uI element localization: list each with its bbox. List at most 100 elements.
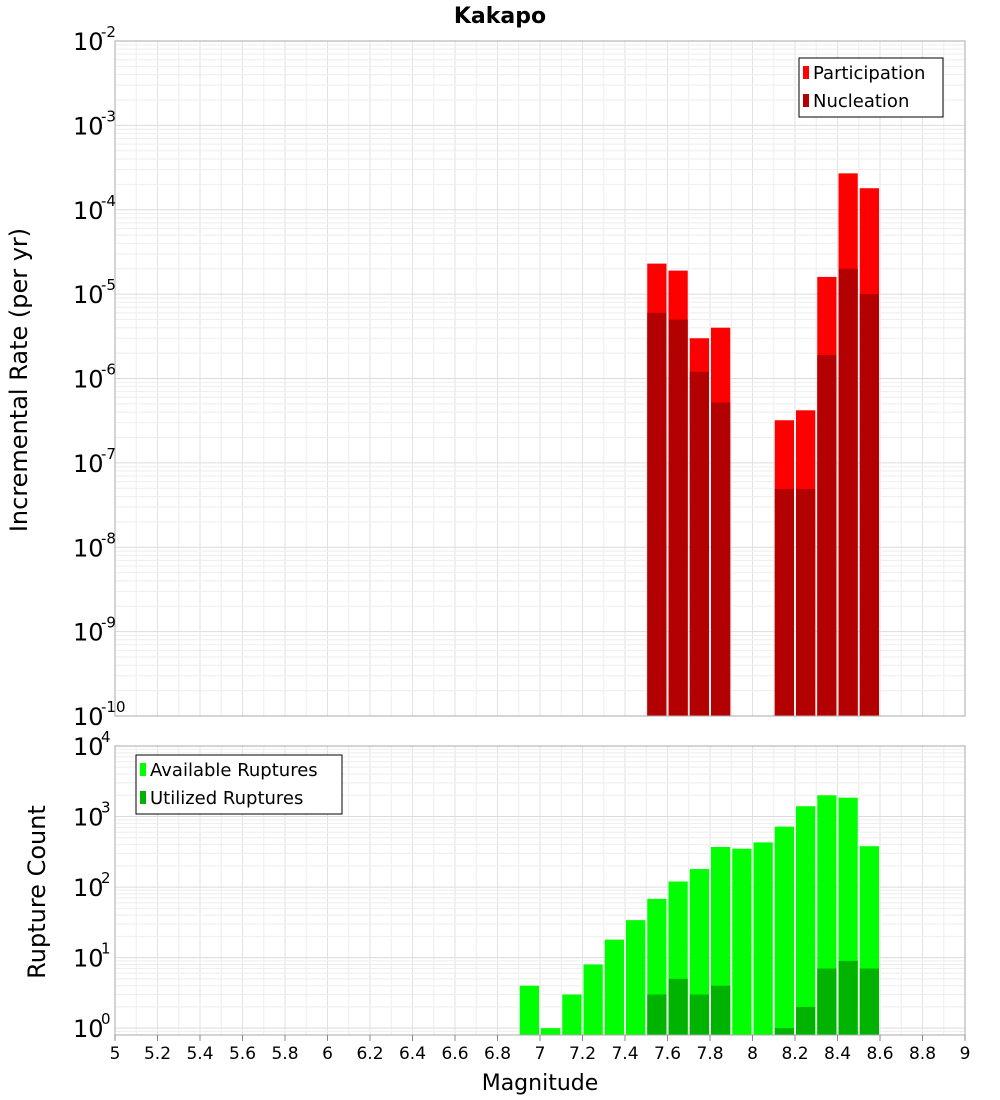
y-tick-label-exponent: 0 — [101, 1010, 111, 1028]
x-tick-label: 6.4 — [399, 1044, 426, 1064]
available-ruptures-bar — [796, 806, 816, 1035]
x-tick-label: 8.8 — [909, 1044, 936, 1064]
x-tick-label: 6.8 — [484, 1044, 511, 1064]
y-tick-label-base: 10 — [73, 366, 104, 394]
top-y-axis-label: Incremental Rate (per yr) — [5, 228, 33, 532]
available-ruptures-bar — [604, 939, 624, 1035]
legend-label-utilized: Utilized Ruptures — [150, 788, 303, 809]
utilized-ruptures-bar — [668, 978, 688, 1035]
legend-label-nucleation: Nucleation — [813, 91, 909, 112]
x-tick-label: 7.2 — [569, 1044, 596, 1064]
y-tick-label-exponent: -8 — [101, 529, 116, 547]
y-tick-label-base: 10 — [73, 534, 104, 562]
nucleation-bar — [668, 319, 688, 716]
available-ruptures-bar — [562, 994, 582, 1035]
x-ticks: 5 5.2 5.4 5.6 5.8 6 6.2 6.4 6.6 6.8 7 7.2 7.4 7.6 7.8 8… — [110, 1035, 971, 1064]
x-tick-label: 5.6 — [229, 1044, 256, 1064]
legend-swatch-nucleation — [803, 94, 809, 107]
legend-label-available: Available Ruptures — [150, 760, 318, 781]
x-tick-label: 7.8 — [696, 1044, 723, 1064]
y-tick-label-exponent: -6 — [101, 361, 116, 379]
utilized-ruptures-bar — [838, 960, 858, 1035]
available-ruptures-bar — [626, 920, 646, 1035]
y-tick-label-base: 10 — [73, 112, 104, 140]
x-tick-label: 6.2 — [356, 1044, 383, 1064]
y-tick-label-exponent: -5 — [101, 276, 116, 294]
y-tick-label-base: 10 — [73, 945, 104, 973]
utilized-ruptures-bar — [689, 994, 709, 1035]
utilized-ruptures-bar — [647, 994, 667, 1035]
y-tick-label-base: 10 — [73, 281, 104, 309]
top-plot-border — [114, 40, 966, 717]
x-tick-label: 5 — [110, 1044, 121, 1064]
y-tick-label-base: 10 — [73, 804, 104, 832]
legend-swatch-available — [140, 763, 146, 776]
utilized-ruptures-bar — [817, 968, 837, 1035]
x-tick-label: 5.2 — [144, 1044, 171, 1064]
available-ruptures-bar — [732, 848, 752, 1035]
y-tick-label-base: 10 — [73, 1015, 104, 1043]
x-tick-label: 7.4 — [611, 1044, 638, 1064]
utilized-ruptures-bar — [774, 1028, 794, 1035]
top-legend: Participation Nucleation — [798, 57, 944, 118]
y-tick-label-exponent: 4 — [101, 728, 111, 746]
top-grid — [114, 40, 966, 717]
x-tick-label: 8 — [747, 1044, 758, 1064]
bottom-legend-box — [135, 754, 343, 815]
y-tick-label-base: 10 — [73, 874, 104, 902]
nucleation-bar — [838, 268, 858, 716]
nucleation-bar — [796, 489, 816, 716]
x-tick-label: 7 — [535, 1044, 546, 1064]
utilized-ruptures-bar — [796, 1006, 816, 1035]
x-tick-label: 6 — [322, 1044, 333, 1064]
y-tick-label-base: 10 — [73, 703, 104, 731]
y-tick-label-base: 10 — [73, 733, 104, 761]
y-tick-label-exponent: -10 — [101, 698, 126, 716]
x-tick-label: 6.6 — [441, 1044, 468, 1064]
y-tick-label-exponent: 2 — [101, 869, 111, 887]
bottom-legend: Available Ruptures Utilized Ruptures — [135, 754, 343, 815]
nucleation-bar — [647, 312, 667, 716]
bottom-y-axis-label: Rupture Count — [23, 805, 51, 979]
available-ruptures-bar — [519, 985, 539, 1035]
y-tick-label-exponent: 1 — [101, 940, 111, 958]
x-axis-label: Magnitude — [482, 1071, 599, 1096]
available-ruptures-bar — [541, 1028, 561, 1035]
available-ruptures-bar — [689, 869, 709, 1035]
top-legend-box — [798, 57, 944, 118]
nucleation-bar — [859, 294, 879, 716]
x-tick-label: 5.8 — [271, 1044, 298, 1064]
y-tick-label-exponent: -4 — [101, 192, 116, 210]
available-ruptures-bar — [753, 842, 773, 1035]
y-tick-label-base: 10 — [73, 619, 104, 647]
chart-title: Kakapo — [454, 4, 546, 29]
y-tick-label-base: 10 — [73, 197, 104, 225]
available-ruptures-bar — [774, 826, 794, 1035]
y-tick-label-exponent: -7 — [101, 445, 116, 463]
x-tick-label: 9 — [960, 1044, 971, 1064]
x-tick-label: 8.4 — [824, 1044, 851, 1064]
y-tick-label-base: 10 — [73, 450, 104, 478]
bottom-bars — [519, 795, 879, 1035]
nucleation-bar — [817, 354, 837, 716]
nucleation-bar — [689, 371, 709, 716]
y-tick-label-exponent: -3 — [101, 107, 116, 125]
x-tick-label: 8.2 — [781, 1044, 808, 1064]
legend-swatch-participation — [803, 66, 809, 79]
legend-swatch-utilized — [140, 791, 146, 804]
y-tick-label-exponent: -2 — [101, 23, 116, 41]
x-tick-label: 8.6 — [866, 1044, 893, 1064]
legend-label-participation: Participation — [813, 63, 925, 84]
nucleation-bar — [774, 489, 794, 716]
y-tick-label-exponent: 3 — [101, 799, 111, 817]
y-tick-label-base: 10 — [73, 28, 104, 56]
available-ruptures-bar — [583, 964, 603, 1035]
utilized-ruptures-bar — [711, 985, 731, 1035]
x-tick-label: 5.4 — [186, 1044, 213, 1064]
nucleation-bar — [711, 402, 731, 716]
